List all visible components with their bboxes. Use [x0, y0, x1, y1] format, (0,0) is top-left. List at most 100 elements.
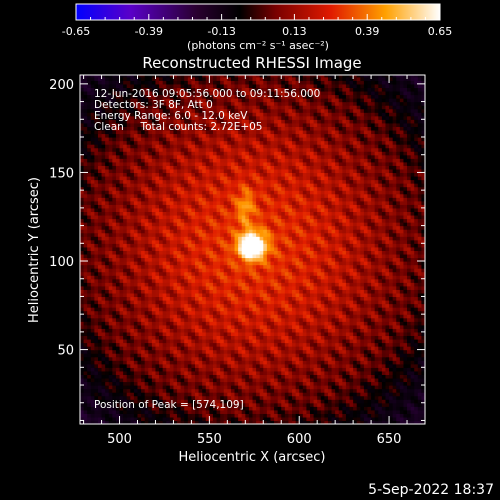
- heatmap-cell: [108, 367, 113, 372]
- heatmap-cell: [363, 356, 369, 361]
- heatmap-cell: [421, 310, 425, 315]
- heatmap-cell: [180, 360, 185, 365]
- heatmap-cell: [173, 310, 178, 315]
- heatmap-cell: [367, 406, 372, 411]
- heatmap-cell: [198, 331, 203, 337]
- heatmap-cell: [367, 324, 372, 329]
- heatmap-cell: [299, 321, 304, 326]
- heatmap-cell: [216, 349, 221, 354]
- heatmap-cell: [252, 268, 257, 273]
- heatmap-cell: [184, 271, 189, 276]
- heatmap-cell: [223, 321, 228, 326]
- heatmap-cell: [234, 250, 239, 255]
- heatmap-cell: [417, 406, 422, 411]
- heatmap-cell: [414, 250, 419, 255]
- heatmap-cell: [353, 253, 358, 259]
- heatmap-cell: [202, 416, 207, 422]
- heatmap-cell: [162, 342, 167, 347]
- heatmap-cell: [234, 360, 239, 365]
- heatmap-cell: [410, 250, 415, 255]
- heatmap-cell: [241, 328, 246, 333]
- heatmap-cell: [288, 420, 293, 424]
- heatmap-cell: [324, 257, 329, 262]
- heatmap-cell: [252, 346, 257, 351]
- heatmap-cell: [234, 406, 239, 411]
- heatmap-cell: [119, 392, 124, 397]
- heatmap-cell: [421, 331, 425, 337]
- heatmap-cell: [281, 363, 286, 368]
- heatmap-cell: [399, 342, 405, 347]
- heatmap-cell: [212, 374, 218, 379]
- heatmap-cell: [331, 278, 336, 283]
- heatmap-cell: [281, 317, 286, 322]
- heatmap-cell: [101, 416, 106, 422]
- heatmap-cell: [115, 239, 121, 244]
- heatmap-cell: [90, 409, 95, 414]
- heatmap-cell: [241, 349, 246, 354]
- heatmap-cell: [87, 307, 92, 312]
- heatmap-cell: [112, 314, 117, 319]
- heatmap-cell: [342, 303, 347, 308]
- heatmap-cell: [327, 402, 333, 407]
- heatmap-cell: [360, 314, 365, 319]
- heatmap-cell: [274, 264, 279, 269]
- heatmap-cell: [338, 257, 343, 262]
- heatmap-cell: [108, 310, 113, 315]
- heatmap-cell: [198, 314, 203, 319]
- heatmap-cell: [410, 338, 415, 344]
- heatmap-cell: [155, 381, 160, 386]
- heatmap-cell: [292, 370, 297, 375]
- heatmap-cell: [141, 420, 146, 424]
- heatmap-cell: [130, 307, 135, 312]
- heatmap-cell: [205, 406, 210, 411]
- heatmap-cell: [101, 328, 106, 333]
- heatmap-cell: [169, 261, 175, 266]
- heatmap-cell: [274, 268, 279, 273]
- heatmap-cell: [327, 399, 333, 404]
- colorbar: [75, 3, 441, 21]
- heatmap-cell: [133, 374, 139, 379]
- heatmap-cell: [317, 314, 322, 319]
- heatmap-cell: [399, 346, 405, 351]
- heatmap-cell: [191, 271, 196, 276]
- heatmap-cell: [97, 253, 103, 259]
- heatmap-cell: [191, 299, 196, 305]
- heatmap-cell: [414, 268, 419, 273]
- heatmap-cell: [342, 268, 347, 273]
- heatmap-cell: [212, 257, 218, 262]
- heatmap-cell: [284, 328, 290, 333]
- heatmap-cell: [94, 261, 99, 266]
- heatmap-cell: [97, 374, 103, 379]
- heatmap-cell: [105, 239, 110, 244]
- heatmap-cell: [335, 335, 340, 340]
- heatmap-cell: [191, 289, 196, 294]
- heatmap-cell: [184, 416, 189, 422]
- heatmap-cell: [220, 271, 225, 276]
- heatmap-cell: [288, 282, 293, 287]
- heatmap-cell: [177, 367, 182, 372]
- heatmap-cell: [241, 282, 246, 287]
- heatmap-cell: [284, 420, 290, 424]
- heatmap-cell: [191, 307, 196, 312]
- heatmap-cell: [245, 413, 250, 418]
- heatmap-cell: [187, 406, 192, 411]
- heatmap-cell: [198, 324, 203, 329]
- heatmap-cell: [396, 356, 401, 361]
- heatmap-cell: [112, 250, 117, 255]
- heatmap-cell: [112, 261, 117, 266]
- heatmap-cell: [378, 261, 383, 266]
- heatmap-cell: [313, 363, 318, 368]
- heatmap-cell: [151, 317, 157, 322]
- heatmap-cell: [302, 239, 307, 244]
- heatmap-cell: [220, 307, 225, 312]
- heatmap-cell: [292, 399, 297, 404]
- heatmap-cell: [162, 409, 167, 414]
- heatmap-cell: [302, 317, 307, 322]
- heatmap-cell: [335, 363, 340, 368]
- heatmap-cell: [80, 385, 85, 390]
- heatmap-cell: [130, 370, 135, 375]
- heatmap-cell: [284, 395, 290, 400]
- heatmap-cell: [367, 381, 372, 386]
- heatmap-cell: [378, 395, 383, 400]
- heatmap-cell: [392, 402, 397, 407]
